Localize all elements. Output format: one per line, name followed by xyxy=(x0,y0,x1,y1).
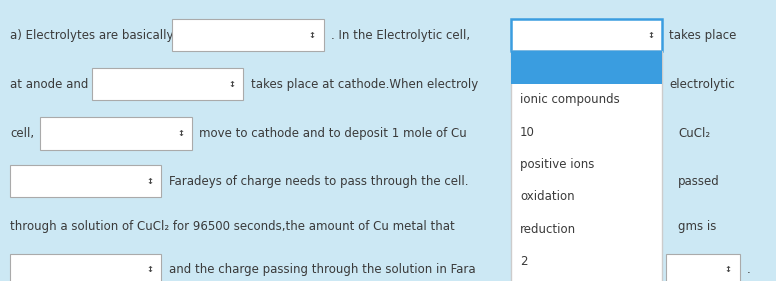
Text: . In the Electrolytic cell,: . In the Electrolytic cell, xyxy=(331,29,470,42)
Text: ↕: ↕ xyxy=(228,80,235,89)
Text: positive ions: positive ions xyxy=(520,158,594,171)
Text: takes place: takes place xyxy=(669,29,736,42)
Text: ↕: ↕ xyxy=(725,265,732,274)
Text: ↕: ↕ xyxy=(647,31,654,40)
Text: gms is: gms is xyxy=(678,220,716,233)
FancyBboxPatch shape xyxy=(666,253,740,281)
Text: ionic compounds: ionic compounds xyxy=(520,93,620,106)
Text: .: . xyxy=(747,263,750,276)
Text: ↕: ↕ xyxy=(309,31,316,40)
Text: CuCl₂: CuCl₂ xyxy=(678,127,710,140)
FancyBboxPatch shape xyxy=(10,253,161,281)
Text: Faradeys of charge needs to pass through the cell.: Faradeys of charge needs to pass through… xyxy=(169,175,469,188)
Text: electrolytic: electrolytic xyxy=(669,78,735,91)
FancyBboxPatch shape xyxy=(511,51,662,84)
Text: through a solution of CuCl₂ for 96500 seconds,the amount of Cu metal that: through a solution of CuCl₂ for 96500 se… xyxy=(10,220,455,233)
FancyBboxPatch shape xyxy=(172,19,324,51)
FancyBboxPatch shape xyxy=(40,117,192,149)
Text: oxidation: oxidation xyxy=(520,190,574,203)
FancyBboxPatch shape xyxy=(92,68,243,101)
Text: ↕: ↕ xyxy=(147,177,154,186)
Text: reduction: reduction xyxy=(520,223,576,235)
Text: 2: 2 xyxy=(520,255,528,268)
Text: takes place at cathode.When electroly: takes place at cathode.When electroly xyxy=(251,78,478,91)
Text: passed: passed xyxy=(678,175,720,188)
Text: at anode and: at anode and xyxy=(10,78,88,91)
FancyBboxPatch shape xyxy=(511,19,662,51)
Text: ↕: ↕ xyxy=(177,129,184,138)
Text: and the charge passing through the solution in Fara: and the charge passing through the solut… xyxy=(169,263,476,276)
Text: 10: 10 xyxy=(520,126,535,139)
Text: move to cathode and to deposit 1 mole of Cu: move to cathode and to deposit 1 mole of… xyxy=(199,127,467,140)
Text: cell,: cell, xyxy=(10,127,34,140)
FancyBboxPatch shape xyxy=(10,165,161,197)
Text: a) Electrolytes are basically: a) Electrolytes are basically xyxy=(10,29,174,42)
FancyBboxPatch shape xyxy=(511,51,662,281)
Text: ↕: ↕ xyxy=(147,265,154,274)
